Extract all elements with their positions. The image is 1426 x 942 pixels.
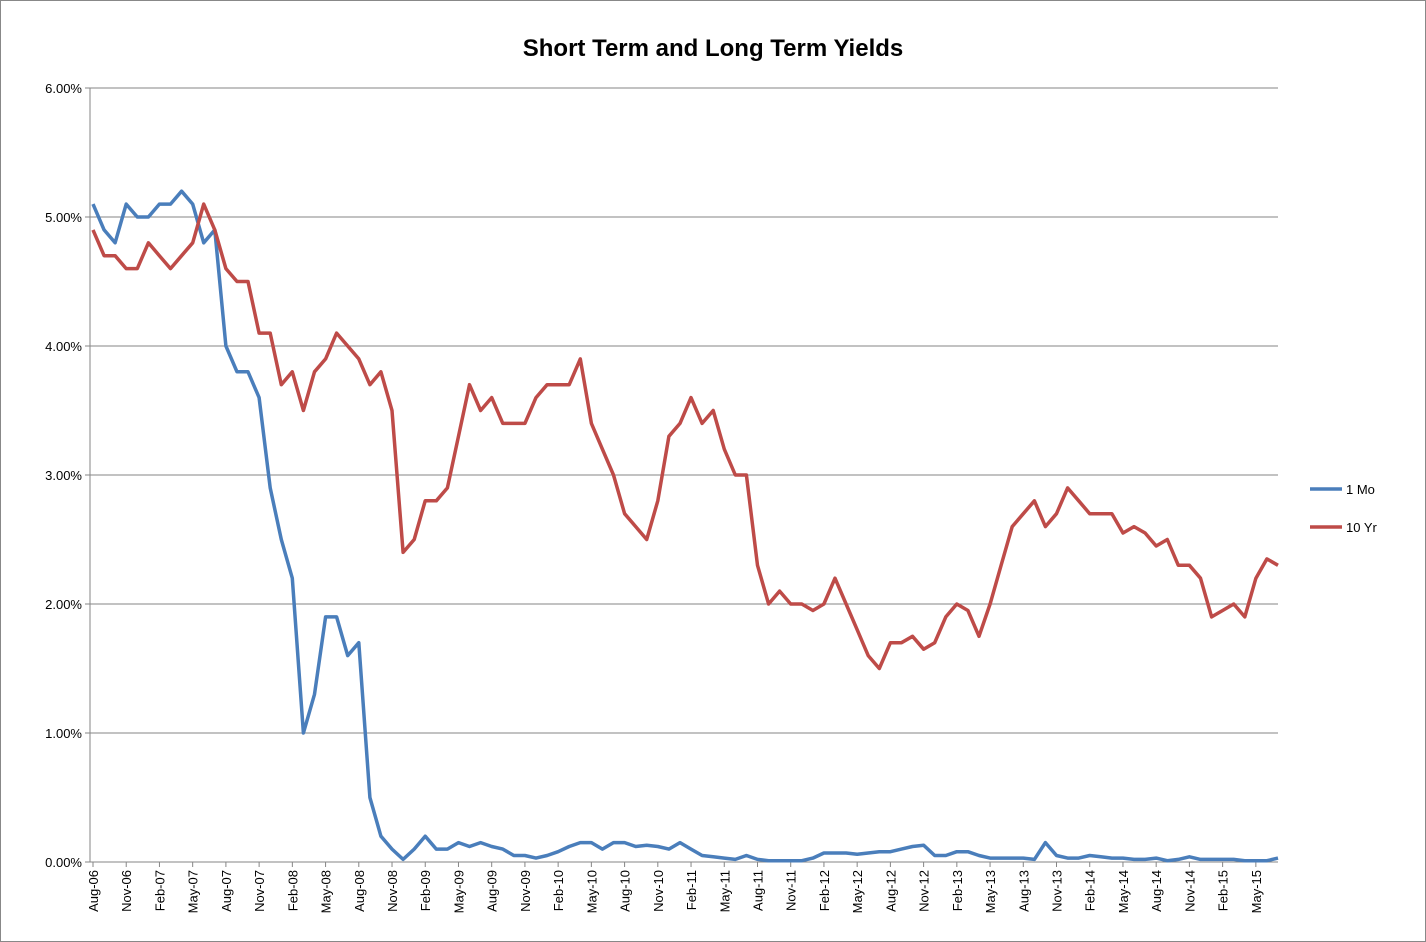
x-tick-label: Aug-10	[618, 870, 633, 912]
x-tick-label: May-13	[983, 870, 998, 913]
x-tick-label: Aug-08	[352, 870, 367, 912]
x-tick-label: Aug-07	[219, 870, 234, 912]
x-tick-label: Nov-07	[252, 870, 267, 912]
line-series	[91, 202, 1279, 671]
x-tick-label: Nov-13	[1050, 870, 1065, 912]
x-tick-label: Aug-14	[1149, 870, 1164, 912]
chart-title: Short Term and Long Term Yields	[523, 35, 904, 62]
x-tick-label: Feb-15	[1216, 870, 1231, 911]
line-series	[91, 189, 1279, 863]
x-tick-label: Aug-06	[86, 870, 101, 912]
x-tick-label: Nov-09	[518, 870, 533, 912]
x-tick-label: Nov-14	[1182, 870, 1197, 912]
x-tick-label: Nov-08	[385, 870, 400, 912]
y-tick-label: 4.00%	[45, 339, 82, 354]
x-tick-label: Nov-11	[784, 870, 799, 911]
x-tick-label: Feb-11	[684, 870, 699, 910]
y-tick-label: 0.00%	[45, 855, 82, 870]
x-tick-label: Feb-09	[418, 870, 433, 911]
x-tick-label: May-14	[1116, 870, 1131, 913]
x-tick-label: May-15	[1249, 870, 1264, 913]
x-tick-label: Aug-09	[485, 870, 500, 912]
x-tick-label: Feb-08	[285, 870, 300, 911]
x-tick-label: Nov-12	[917, 870, 932, 912]
x-tick-label: Nov-06	[119, 870, 134, 912]
y-tick-label: 3.00%	[45, 468, 82, 483]
x-tick-label: Feb-12	[817, 870, 832, 911]
x-tick-label: May-08	[319, 870, 334, 913]
y-tick-label: 1.00%	[45, 726, 82, 741]
x-tick-label: May-07	[186, 870, 201, 913]
x-tick-label: May-10	[584, 870, 599, 913]
x-tick-label: Feb-14	[1083, 870, 1098, 911]
legend-label: 10 Yr	[1346, 520, 1378, 535]
x-tick-label: May-12	[850, 870, 865, 913]
x-tick-label: May-11	[717, 870, 732, 912]
x-tick-label: Feb-07	[152, 870, 167, 911]
x-tick-label: Nov-10	[651, 870, 666, 912]
y-tick-label: 2.00%	[45, 597, 82, 612]
x-tick-label: Aug-12	[883, 870, 898, 912]
y-tick-label: 6.00%	[45, 81, 82, 96]
x-tick-label: May-09	[451, 870, 466, 913]
y-tick-label: 5.00%	[45, 210, 82, 225]
legend-label: 1 Mo	[1346, 482, 1375, 497]
x-tick-label: Feb-13	[950, 870, 965, 911]
x-tick-label: Aug-13	[1016, 870, 1031, 912]
x-tick-label: Aug-11	[750, 870, 765, 911]
x-tick-label: Feb-10	[551, 870, 566, 911]
